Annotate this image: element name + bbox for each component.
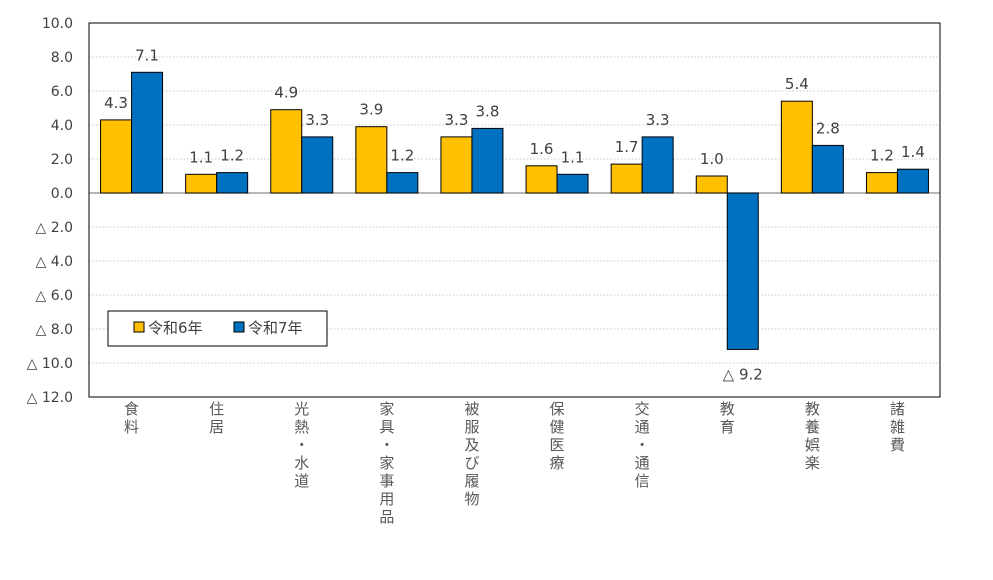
y-tick-label: △ 6.0 (36, 288, 73, 304)
legend-label: 令和7年 (248, 319, 303, 337)
y-tick-label: 10.0 (42, 16, 73, 32)
data-label: 4.9 (274, 84, 298, 102)
category-label: 教養娯楽 (805, 400, 820, 472)
data-label: 3.3 (445, 111, 469, 129)
data-labels: 4.3 1.1 4.9 3.9 3.3 1.6 1.7 1.0 5.4 1.2 7.1 1.2 3.3 1… (104, 46, 925, 383)
category-label: 家具・家事用品 (379, 400, 394, 526)
data-label: 3.9 (359, 101, 383, 119)
data-label: 3.8 (476, 102, 500, 120)
category-label: 教育 (720, 400, 735, 436)
bar-r6 (100, 119, 133, 194)
bar-r7 (471, 127, 504, 194)
data-label: 2.8 (816, 119, 840, 137)
legend: 令和6年 令和7年 (107, 310, 328, 347)
data-label: 3.3 (646, 111, 670, 129)
category-label: 諸雑費 (890, 400, 905, 454)
data-label: 1.7 (615, 138, 639, 156)
bar-r7 (301, 136, 334, 194)
category-label: 光熱・水道 (294, 400, 309, 490)
bar-r7 (216, 172, 249, 194)
data-label: 1.4 (901, 143, 925, 161)
y-tick-label: 0.0 (51, 186, 73, 202)
data-label: 1.2 (390, 147, 414, 165)
data-label: 7.1 (135, 46, 159, 64)
bar-r6 (355, 126, 388, 194)
y-tick-label: 6.0 (51, 84, 73, 100)
data-label: 1.2 (870, 147, 894, 165)
y-tick-label: △ 10.0 (27, 356, 73, 372)
data-label: 3.3 (305, 111, 329, 129)
bar-r6 (610, 163, 643, 194)
data-label: 1.6 (530, 140, 554, 158)
category-label: 食料 (124, 400, 139, 436)
data-label: 1.1 (189, 148, 213, 166)
bar-r7 (896, 168, 929, 194)
category-label: 被服及び履物 (464, 400, 479, 508)
bar-r6 (185, 173, 218, 194)
y-tick-label: 4.0 (51, 118, 73, 134)
y-tick-label: △ 2.0 (36, 220, 73, 236)
bar-r6 (270, 109, 303, 194)
bars (100, 71, 929, 350)
bar-r7 (386, 172, 419, 194)
y-tick-label: 2.0 (51, 152, 73, 168)
y-tick-label: △ 4.0 (36, 254, 73, 270)
data-label: 4.3 (104, 94, 128, 112)
data-label: 1.0 (700, 150, 724, 168)
bar-r6 (525, 165, 558, 194)
plot-area-border (88, 22, 941, 398)
data-label: 1.1 (561, 148, 585, 166)
y-tick-label: 8.0 (51, 50, 73, 66)
bar-r7 (556, 173, 589, 194)
bar-r6 (440, 136, 473, 194)
bar-r7 (131, 71, 164, 194)
legend-swatch (233, 321, 245, 333)
category-label: 保健医療 (550, 400, 565, 472)
data-label: 1.2 (220, 147, 244, 165)
bar-r7 (726, 192, 759, 350)
data-label: △ 9.2 (723, 365, 763, 383)
data-label: 5.4 (785, 75, 809, 93)
bar-r6 (865, 172, 898, 194)
legend-label: 令和6年 (148, 319, 203, 337)
y-tick-label: △ 8.0 (36, 322, 73, 338)
legend-swatch (133, 321, 145, 333)
bar-r6 (695, 175, 728, 194)
bar-r7 (811, 144, 844, 194)
category-labels: 食料 住居 光熱・水道 家具・家事用品 被服及び履物 保健医療 交通・通信 教育 教養娯楽 諸雑費 (124, 400, 905, 526)
y-axis: 10.0 8.0 6.0 4.0 2.0 0.0 △ 2.0 △ 4.0 △ 6.0 △ 8.0 △… (27, 16, 73, 406)
y-tick-label: △ 12.0 (27, 390, 73, 406)
category-label: 住居 (209, 400, 224, 436)
bar-r7 (641, 136, 674, 194)
bar-r6 (780, 100, 813, 194)
category-label: 交通・通信 (635, 400, 650, 490)
